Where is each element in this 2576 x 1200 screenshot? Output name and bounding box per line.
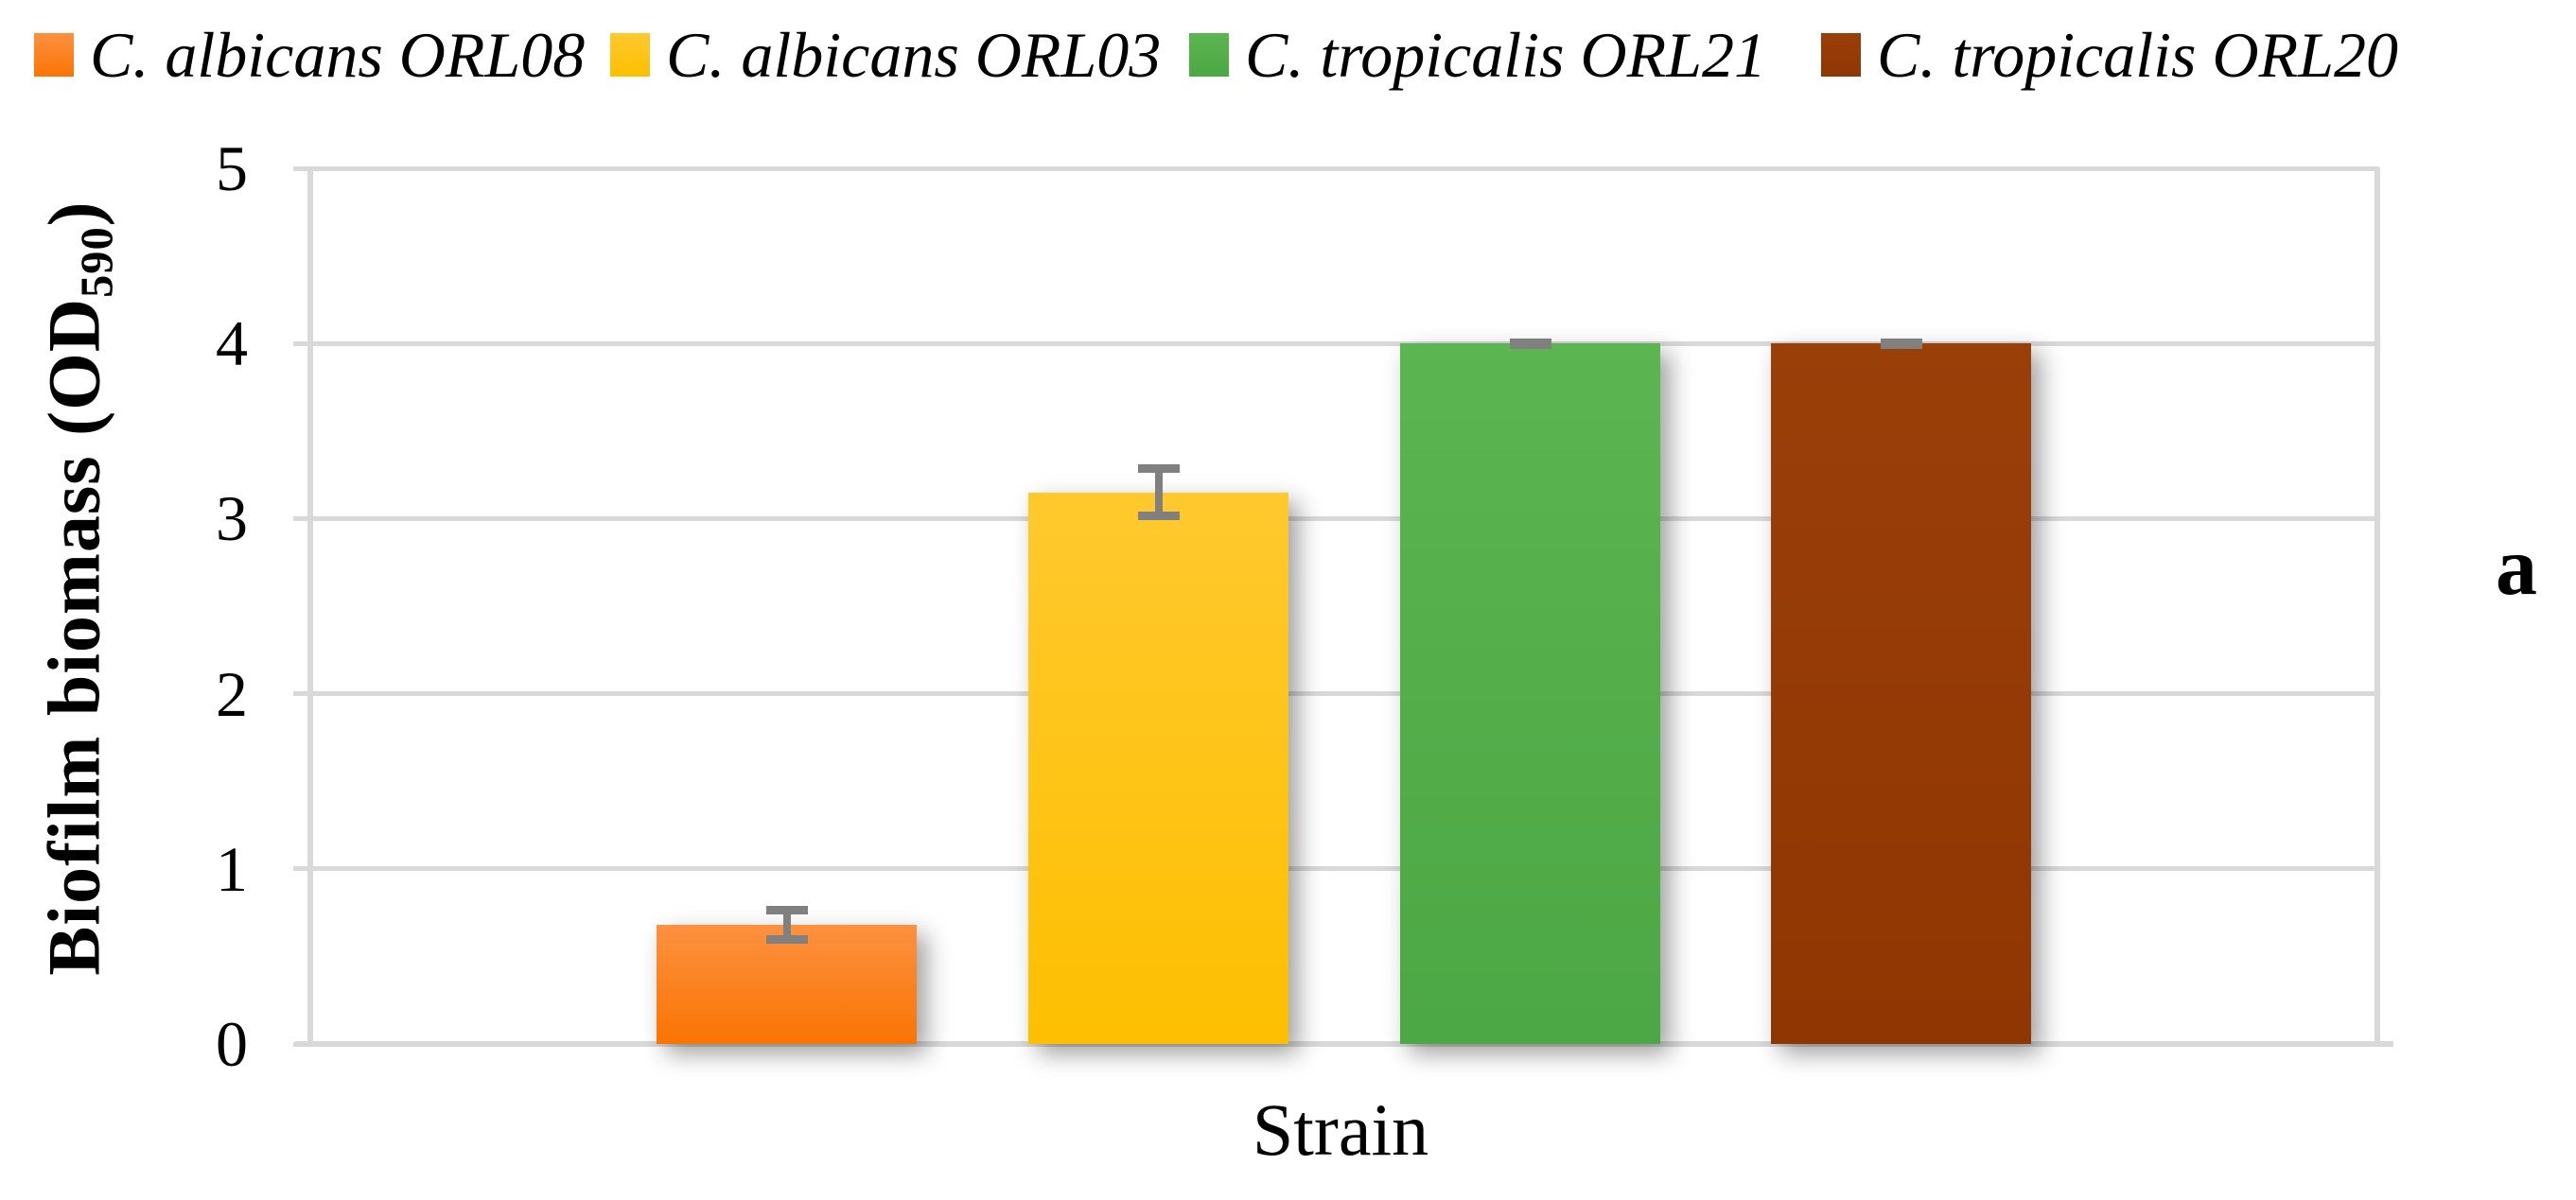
- gridline: [307, 691, 2379, 697]
- y-axis-line: [307, 168, 313, 1047]
- y-axis-title-text: Biofilm biomass (OD: [32, 297, 115, 976]
- gridline: [307, 515, 2379, 521]
- bar: [1028, 492, 1288, 1044]
- gridline: [307, 340, 2379, 346]
- bar: [657, 925, 917, 1044]
- gridline: [307, 165, 2379, 171]
- y-axis-tick-mark: [293, 165, 308, 171]
- error-bar-line: [782, 905, 791, 945]
- legend-swatch: [1189, 33, 1229, 77]
- legend-swatch: [1821, 33, 1861, 77]
- legend-item: C. albicans ORL03: [610, 23, 1161, 87]
- legend-swatch: [610, 33, 650, 77]
- legend-item: C. albicans ORL08: [34, 23, 585, 87]
- error-bar-cap: [1137, 512, 1180, 521]
- bar: [1771, 343, 2031, 1044]
- y-tick-label: 0: [216, 1008, 248, 1080]
- y-axis-tick-mark: [293, 340, 308, 346]
- error-bar: [1137, 464, 1180, 521]
- error-bar-cap: [1509, 338, 1551, 347]
- y-axis-tick-mark: [293, 515, 308, 521]
- bar: [1400, 343, 1660, 1044]
- y-tick-label: 4: [216, 307, 248, 380]
- x-axis-line: [295, 1041, 2393, 1047]
- legend-item: C. tropicalis ORL21: [1189, 23, 1766, 87]
- x-axis-title: Strain: [1252, 1088, 1429, 1171]
- y-tick-label: 3: [216, 482, 248, 555]
- y-axis-title: Biofilm biomass (OD590): [32, 200, 124, 975]
- legend-label: C. tropicalis ORL20: [1877, 19, 2398, 91]
- y-axis-tick-mark: [293, 691, 308, 697]
- error-bar-line: [1154, 464, 1163, 521]
- legend-item: C. tropicalis ORL20: [1821, 23, 2398, 87]
- y-tick-label: 2: [216, 657, 248, 730]
- legend-swatch: [34, 33, 74, 77]
- error-bar-cap: [765, 935, 808, 945]
- plot-area: [307, 165, 2379, 1044]
- gridline: [307, 866, 2379, 872]
- legend-label: C. albicans ORL08: [90, 19, 586, 91]
- error-bar: [1509, 338, 1551, 349]
- error-bar-cap: [1137, 464, 1180, 474]
- legend-label: C. tropicalis ORL21: [1245, 19, 1766, 91]
- error-bar: [765, 905, 808, 945]
- error-bar-cap: [1880, 338, 1922, 347]
- error-bar-cap: [765, 905, 808, 914]
- error-bar: [1880, 338, 1922, 349]
- y-axis-title-close: ): [32, 200, 115, 227]
- panel-label: a: [2496, 521, 2537, 613]
- y-axis-title-subscript: 590: [72, 226, 123, 298]
- y-tick-label: 1: [216, 832, 248, 905]
- plot-right-border: [2374, 168, 2380, 1047]
- y-axis-tick-mark: [293, 866, 308, 872]
- legend-label: C. albicans ORL03: [666, 19, 1162, 91]
- y-tick-label: 5: [216, 132, 248, 204]
